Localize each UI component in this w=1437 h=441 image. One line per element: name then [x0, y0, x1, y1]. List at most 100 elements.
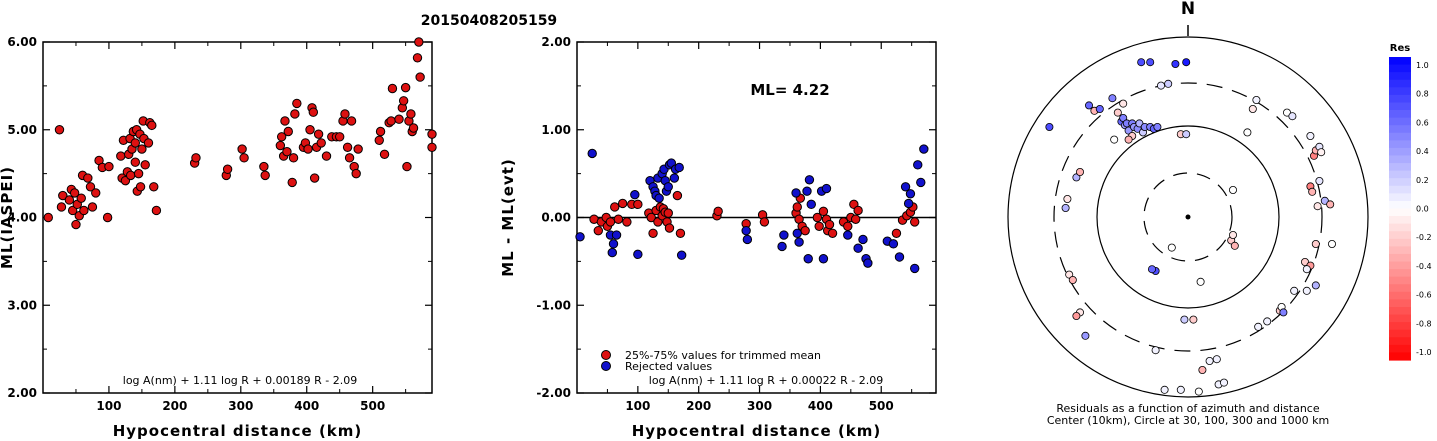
colorbar-swatch: [1389, 147, 1411, 157]
data-point: [664, 223, 675, 233]
data-point: [858, 234, 868, 245]
station-marker: [1113, 108, 1122, 117]
colorbar-swatch: [1389, 132, 1411, 141]
data-point: [83, 173, 93, 183]
data-point: [149, 182, 159, 192]
station-marker: [1194, 387, 1203, 396]
data-point: [804, 175, 815, 185]
data-point: [398, 96, 409, 106]
data-point: [791, 188, 801, 198]
north-label: N: [1181, 0, 1195, 19]
formula-annotation: log A(nm) + 1.11 log R + 0.00189 R - 2.0…: [123, 374, 357, 387]
data-point: [916, 177, 926, 188]
data-point: [64, 195, 75, 205]
station-marker: [1180, 315, 1189, 324]
x-axis-label: Hypocentral distance (km): [113, 422, 363, 440]
data-point: [342, 142, 353, 153]
data-point: [802, 186, 812, 196]
station-marker: [1326, 200, 1335, 209]
data-point: [900, 182, 911, 192]
station-marker: [1124, 126, 1133, 135]
colorbar-swatch: [1389, 306, 1411, 316]
colorbar-label: -0.4: [1416, 262, 1432, 271]
data-point: [58, 190, 68, 201]
y-axis-label: ML - ML(evt): [499, 158, 517, 276]
colorbar-swatch: [1389, 200, 1411, 210]
data-point: [891, 228, 902, 238]
data-point: [607, 247, 617, 258]
colorbar-swatch: [1389, 329, 1411, 338]
data-point: [275, 140, 286, 151]
data-point: [43, 212, 53, 223]
data-point: [104, 161, 114, 172]
circle-300km: [1053, 82, 1323, 352]
x-axis-label: Hypocentral distance (km): [632, 422, 882, 440]
station-marker: [1189, 315, 1198, 324]
station-marker: [1182, 130, 1191, 139]
data-point: [288, 153, 299, 163]
data-point: [818, 254, 829, 264]
figure-title: 20150408205159: [421, 13, 557, 29]
data-point: [843, 230, 853, 240]
data-point: [803, 254, 813, 264]
colorbar-swatch: [1389, 170, 1411, 179]
data-point: [402, 161, 412, 172]
data-point: [374, 135, 384, 145]
data-point: [143, 138, 154, 148]
station-marker: [1320, 196, 1329, 205]
colorbar-swatch: [1389, 253, 1411, 263]
data-point: [292, 98, 302, 109]
data-point: [853, 205, 863, 216]
data-point: [812, 212, 823, 223]
colorbar-swatch: [1389, 291, 1411, 300]
residual-colorbar: Res 1.0 0.8 0.6 0.4 0.2 0.0 -0.2 -0.4 -0.6 -0.8 -1.…: [1389, 43, 1432, 361]
formula-annotation: log A(nm) + 1.11 log R + 0.00022 R - 2.0…: [649, 374, 883, 387]
colorbar-swatch: [1389, 246, 1411, 255]
colorbar-label: 1.0: [1416, 61, 1429, 70]
station-marker: [1196, 277, 1205, 286]
data-point: [313, 129, 324, 139]
data-point: [633, 249, 643, 260]
colorbar-swatch: [1389, 117, 1411, 126]
data-point: [408, 123, 419, 133]
data-point: [321, 151, 332, 161]
data-point: [147, 120, 157, 131]
legend-label-trimmed: 25%-75% values for trimmed mean: [625, 349, 821, 362]
y-axis-label: ML(IASPEI): [0, 166, 16, 269]
circle-30km: [1143, 172, 1233, 262]
station-marker: [1229, 185, 1238, 194]
station-marker: [1137, 58, 1146, 67]
station-marker: [1230, 241, 1239, 250]
colorbar-swatch: [1389, 284, 1411, 293]
data-point: [713, 206, 723, 217]
station-marker: [1311, 281, 1320, 290]
station-marker: [1263, 317, 1272, 326]
station-marker: [1085, 101, 1094, 110]
station-marker: [1119, 114, 1128, 123]
station-marker: [1148, 265, 1157, 274]
x-tick-label: 400: [808, 399, 833, 413]
data-point: [353, 144, 363, 154]
ml-vs-distance-plot: 100 200 300 400 500 2.00 3.00 4.00 5.00 6.00 Hypoc…: [0, 35, 437, 440]
data-point: [276, 132, 287, 142]
data-point: [316, 138, 326, 148]
outer-circle-1000km: [1007, 36, 1369, 398]
data-point: [675, 228, 686, 238]
station-marker: [1182, 58, 1191, 67]
data-point: [140, 160, 150, 170]
data-point: [387, 83, 398, 94]
y-tick-label: 5.00: [7, 123, 37, 137]
station-marker: [1290, 286, 1299, 295]
x-tick-label: 200: [162, 399, 187, 413]
data-point: [305, 125, 315, 135]
station-marker: [1063, 194, 1072, 203]
data-point: [814, 221, 824, 231]
data-point: [672, 190, 683, 201]
station-marker: [1072, 173, 1081, 182]
colorbar-swatch: [1389, 314, 1411, 323]
station-marker: [1288, 112, 1297, 121]
colorbar-swatch: [1389, 57, 1411, 66]
station-markers: [1045, 58, 1337, 396]
colorbar-swatch: [1389, 344, 1411, 354]
data-point: [239, 153, 249, 163]
